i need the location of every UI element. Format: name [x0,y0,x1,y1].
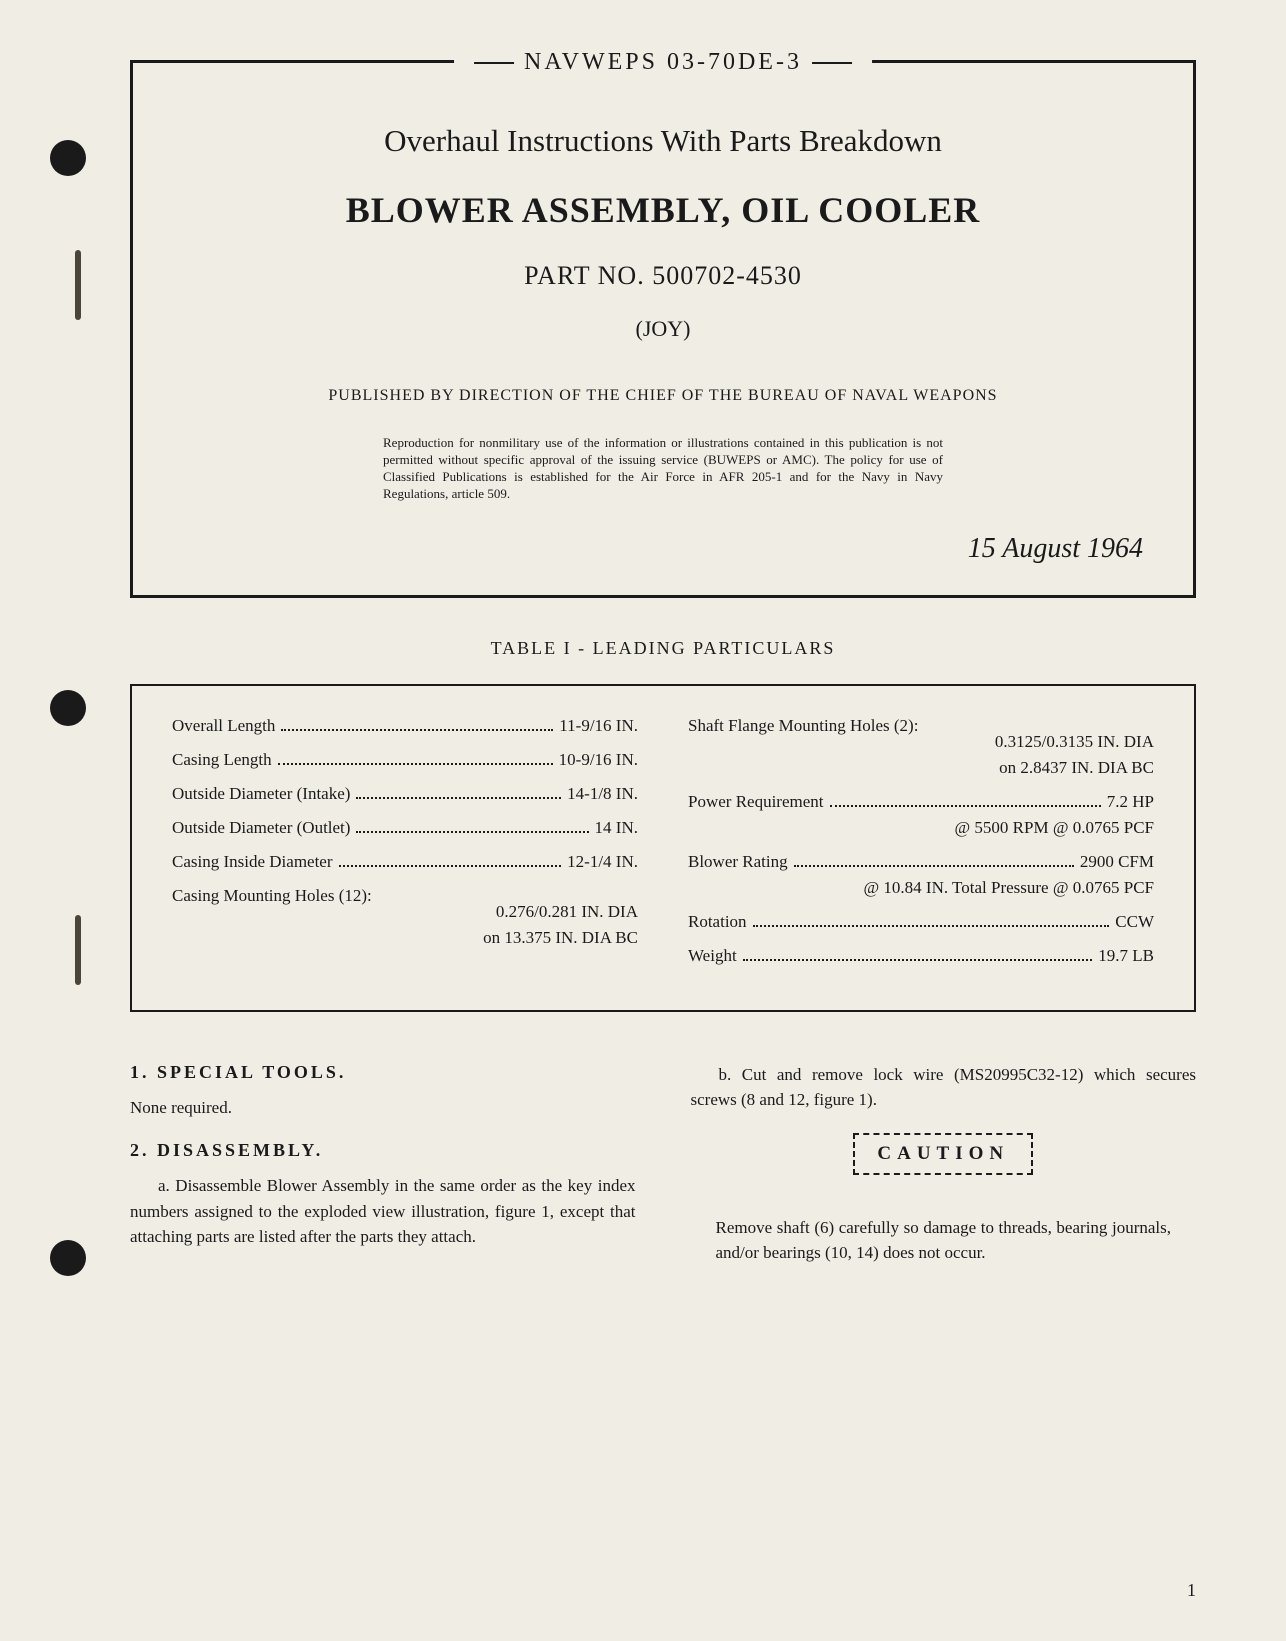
header-rule-right [812,62,852,64]
main-title: BLOWER ASSEMBLY, OIL COOLER [183,189,1143,231]
manufacturer: (JOY) [183,316,1143,342]
leader-dots [830,805,1101,807]
part-number: PART NO. 500702-4530 [183,261,1143,291]
spec-row: Casing Length 10-9/16 IN. [172,750,638,770]
table-title: TABLE I - LEADING PARTICULARS [130,638,1196,659]
spec-row: Outside Diameter (Outlet) 14 IN. [172,818,638,838]
leader-dots [278,763,553,765]
spec-row: Overall Length 11-9/16 IN. [172,716,638,736]
body-text-columns: 1. SPECIAL TOOLS. None required. 2. DISA… [130,1062,1196,1270]
body-paragraph: a. Disassemble Blower Assembly in the sa… [130,1173,636,1250]
spec-label: Casing Length [172,750,272,770]
leader-dots [356,797,561,799]
punch-hole [50,690,86,726]
spec-value: 7.2 HP [1107,792,1154,812]
punch-hole [50,1240,86,1276]
publication-date: 15 August 1964 [183,533,1143,565]
caution-label: CAUTION [853,1133,1033,1175]
spec-row: Outside Diameter (Intake) 14-1/8 IN. [172,784,638,804]
doc-number: NAVWEPS 03-70DE-3 [514,49,812,76]
spec-label: Casing Inside Diameter [172,852,333,872]
leader-dots [356,831,588,833]
spec-value: 14 IN. [595,818,638,838]
spec-multiline-value: on 2.8437 IN. DIA BC [688,758,1154,778]
spec-sub-value: @ 10.84 IN. Total Pressure @ 0.0765 PCF [688,878,1154,898]
leader-dots [743,959,1093,961]
body-left-column: 1. SPECIAL TOOLS. None required. 2. DISA… [130,1062,636,1270]
spec-value: 10-9/16 IN. [559,750,638,770]
particulars-left-column: Overall Length 11-9/16 IN. Casing Length… [172,716,638,980]
section-heading: 2. DISASSEMBLY. [130,1140,636,1161]
binding-mark [75,915,81,985]
reproduction-notice: Reproduction for nonmilitary use of the … [383,435,943,503]
doc-number-wrap: NAVWEPS 03-70DE-3 [454,49,872,76]
section-heading: 1. SPECIAL TOOLS. [130,1062,636,1083]
leader-dots [339,865,562,867]
body-right-column: b. Cut and remove lock wire (MS20995C32-… [691,1062,1197,1270]
spec-value: 11-9/16 IN. [559,716,638,736]
spec-row: Weight 19.7 LB [688,946,1154,966]
binding-mark [75,250,81,320]
spec-label: Overall Length [172,716,275,736]
leader-dots [794,865,1074,867]
body-paragraph: None required. [130,1095,636,1121]
document-header: NAVWEPS 03-70DE-3 Overhaul Instructions … [130,60,1196,598]
spec-value: 19.7 LB [1098,946,1154,966]
spec-row: Casing Inside Diameter 12-1/4 IN. [172,852,638,872]
body-paragraph: b. Cut and remove lock wire (MS20995C32-… [691,1062,1197,1113]
spec-label: Blower Rating [688,852,788,872]
spec-row: Blower Rating 2900 CFM [688,852,1154,872]
punch-hole [50,140,86,176]
spec-label: Rotation [688,912,747,932]
leader-dots [753,925,1110,927]
spec-label: Weight [688,946,737,966]
leading-particulars-table: Overall Length 11-9/16 IN. Casing Length… [130,684,1196,1012]
spec-value: CCW [1115,912,1154,932]
spec-value: 14-1/8 IN. [567,784,638,804]
header-rule-left [474,62,514,64]
spec-label: Outside Diameter (Intake) [172,784,350,804]
spec-sub-value: @ 5500 RPM @ 0.0765 PCF [688,818,1154,838]
particulars-right-column: Shaft Flange Mounting Holes (2): 0.3125/… [688,716,1154,980]
spec-multiline-value: on 13.375 IN. DIA BC [172,928,638,948]
leader-dots [281,729,553,731]
subtitle: Overhaul Instructions With Parts Breakdo… [183,123,1143,159]
spec-row: Rotation CCW [688,912,1154,932]
header-border-box: NAVWEPS 03-70DE-3 Overhaul Instructions … [130,60,1196,598]
caution-wrap: CAUTION [691,1133,1197,1195]
spec-label: Power Requirement [688,792,824,812]
spec-value: 12-1/4 IN. [567,852,638,872]
spec-row: Power Requirement 7.2 HP [688,792,1154,812]
published-by: PUBLISHED BY DIRECTION OF THE CHIEF OF T… [183,387,1143,405]
spec-label: Outside Diameter (Outlet) [172,818,350,838]
page-number: 1 [1187,1580,1196,1601]
caution-text: Remove shaft (6) carefully so damage to … [691,1215,1197,1266]
spec-value: 2900 CFM [1080,852,1154,872]
